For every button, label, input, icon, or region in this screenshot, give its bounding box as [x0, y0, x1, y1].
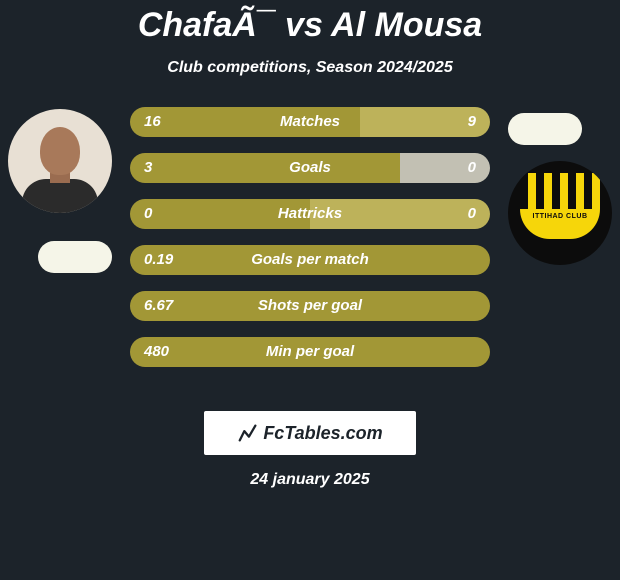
player-left-avatar — [8, 109, 112, 213]
fctables-icon — [237, 422, 259, 444]
club-logo-text: ITTIHAD CLUB — [520, 213, 600, 220]
stat-label: Goals per match — [130, 245, 490, 275]
stat-label: Min per goal — [130, 337, 490, 367]
stat-bars: 169Matches 30Goals 00Hattricks 0.19Goals pe… — [130, 107, 490, 383]
stat-row: 6.67Shots per goal — [130, 291, 490, 321]
player-right-club-logo: ITTIHAD CLUB — [508, 161, 612, 265]
stat-row: 169Matches — [130, 107, 490, 137]
stat-row: 30Goals — [130, 153, 490, 183]
avatar-torso — [22, 179, 98, 213]
avatar-head — [40, 127, 80, 175]
page-title: ChafaÃ¯ vs Al Mousa — [0, 0, 620, 45]
comparison-content: ITTIHAD CLUB 169Matches 30Goals 00Hattrick… — [0, 97, 620, 397]
stat-row: 00Hattricks — [130, 199, 490, 229]
fctables-logo: FcTables.com — [204, 411, 416, 455]
stat-row: 0.19Goals per match — [130, 245, 490, 275]
player-right-flag — [508, 113, 582, 145]
stat-label: Matches — [130, 107, 490, 137]
page-subtitle: Club competitions, Season 2024/2025 — [0, 59, 620, 77]
player-left-flag — [38, 241, 112, 273]
stat-label: Shots per goal — [130, 291, 490, 321]
ittihad-club-icon: ITTIHAD CLUB — [520, 173, 600, 253]
stat-label: Hattricks — [130, 199, 490, 229]
fctables-logo-text: FcTables.com — [263, 423, 382, 444]
stat-label: Goals — [130, 153, 490, 183]
stat-row: 480Min per goal — [130, 337, 490, 367]
footer-date: 24 january 2025 — [0, 471, 620, 489]
